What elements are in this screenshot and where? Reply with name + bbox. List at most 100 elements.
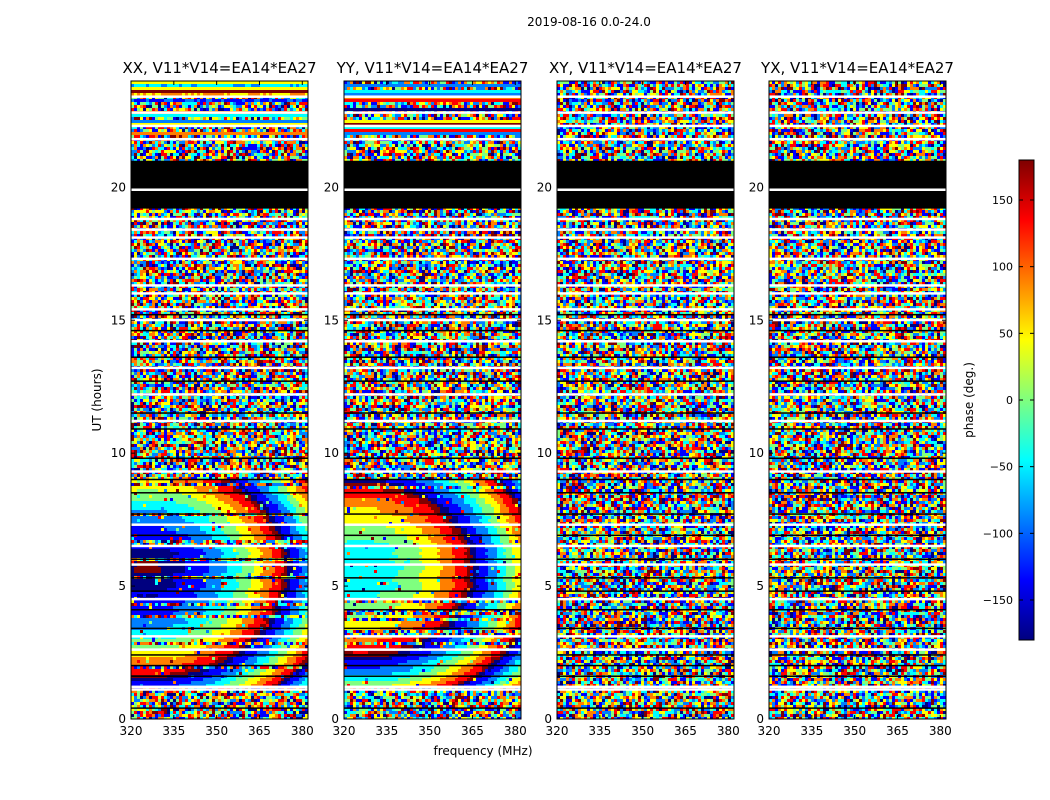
flagged-line: [769, 419, 946, 423]
flagged-line: [344, 419, 521, 423]
flagged-line: [557, 257, 734, 261]
colorbar-tick-label: 50: [999, 327, 1013, 340]
flagged-band: [557, 160, 734, 209]
flagged-line: [344, 257, 521, 261]
flagged-line: [557, 340, 734, 343]
flagged-line: [344, 111, 521, 114]
flagged-line: [131, 340, 308, 343]
y-tick-label: 0: [544, 712, 552, 726]
flagged-line: [344, 292, 521, 295]
flagged-line: [344, 228, 521, 231]
flagged-line: [769, 228, 946, 231]
colorbar-tick-label: 150: [992, 194, 1013, 207]
x-tick-label: 335: [375, 724, 398, 738]
flagged-line: [131, 228, 308, 231]
flagged-line: [769, 308, 946, 311]
flagged-line: [344, 597, 521, 601]
panel-heatmap: [131, 81, 308, 719]
panel-1: XX, V11*V14=EA14*EA27 320 335 350 365 380 0 5 10…: [111, 59, 317, 738]
colorbar-tick-label: −100: [983, 527, 1013, 540]
flagged-line: [131, 292, 308, 295]
x-axis-label: frequency (MHz): [433, 744, 532, 758]
flagged-line: [344, 340, 521, 343]
flagged-line: [131, 188, 308, 191]
flagged-line: [344, 563, 521, 566]
flagged-line: [769, 284, 946, 287]
flagged-line: [131, 124, 308, 128]
y-tick-label: 10: [749, 446, 764, 460]
flagged-line: [769, 292, 946, 295]
y-tick-label: 10: [111, 446, 126, 460]
colorbar-tick-label: −50: [990, 461, 1013, 474]
panel-title: YX, V11*V14=EA14*EA27: [760, 59, 954, 77]
x-tick-label: 380: [717, 724, 740, 738]
x-tick-label: 365: [886, 724, 909, 738]
flagged-line: [557, 685, 734, 689]
x-tick-label: 365: [461, 724, 484, 738]
panel-2: YY, V11*V14=EA14*EA27 320 335 350 365 380 0 5 10…: [324, 59, 529, 738]
flagged-line: [344, 137, 521, 141]
flagged-line: [131, 111, 308, 114]
flagged-line: [557, 688, 734, 691]
flagged-line: [344, 318, 521, 322]
flagged-line: [769, 563, 946, 566]
x-tick-label: 350: [631, 724, 654, 738]
colorbar-tick-label: 100: [992, 261, 1013, 274]
flagged-line: [344, 688, 521, 691]
flagged-line: [344, 635, 521, 638]
panel-3: XY, V11*V14=EA14*EA27 320 335 350 365 380 0 5 10…: [537, 59, 742, 738]
flagged-line: [557, 523, 734, 526]
flagged-line: [344, 124, 521, 128]
x-tick-label: 350: [205, 724, 228, 738]
flagged-line: [557, 544, 734, 548]
flagged-line: [131, 544, 308, 548]
panel-frame: [130, 80, 309, 720]
flagged-line: [769, 236, 946, 239]
flagged-line: [557, 635, 734, 638]
flagged-line: [769, 95, 946, 98]
flagged-line: [769, 257, 946, 261]
panels-group: XX, V11*V14=EA14*EA27 320 335 350 365 380 0 5 10…: [111, 59, 954, 738]
flagged-line: [769, 366, 946, 370]
flagged-line: [131, 236, 308, 239]
flagged-line: [769, 318, 946, 322]
flagged-line: [557, 217, 734, 221]
colorbar-tick-label: −150: [983, 594, 1013, 607]
y-tick-label: 10: [537, 446, 552, 460]
flagged-line: [344, 217, 521, 221]
panel-heatmap: [557, 81, 734, 719]
y-tick-label: 5: [118, 579, 126, 593]
flagged-band: [131, 160, 308, 209]
figure-suptitle: 2019-08-16 0.0-24.0: [527, 15, 651, 29]
flagged-line: [344, 393, 521, 396]
y-tick-label: 0: [756, 712, 764, 726]
y-tick-label: 5: [331, 579, 339, 593]
panel-4: YX, V11*V14=EA14*EA27 320 335 350 365 380 0 5 10…: [749, 59, 954, 738]
flagged-line: [769, 188, 946, 191]
y-tick-label: 15: [111, 313, 126, 327]
flagged-line: [131, 563, 308, 566]
flagged-line: [557, 308, 734, 311]
y-tick-label: 0: [331, 712, 339, 726]
flagged-line: [557, 284, 734, 287]
flagged-line: [131, 419, 308, 423]
colorbar-label: phase (deg.): [962, 362, 976, 438]
flagged-line: [769, 597, 946, 601]
flagged-line: [769, 124, 946, 128]
x-tick-label: 365: [674, 724, 697, 738]
y-tick-label: 5: [756, 579, 764, 593]
flagged-line: [769, 111, 946, 114]
flagged-line: [131, 284, 308, 287]
y-tick-label: 20: [324, 180, 339, 194]
panel-frame: [556, 80, 735, 720]
y-tick-label: 15: [537, 313, 552, 327]
flagged-line: [557, 188, 734, 191]
flagged-line: [131, 597, 308, 601]
flagged-line: [344, 284, 521, 287]
flagged-line: [131, 95, 308, 98]
flagged-line: [769, 470, 946, 473]
panel-frame: [768, 80, 947, 720]
flagged-line: [344, 236, 521, 239]
y-tick-label: 0: [118, 712, 126, 726]
